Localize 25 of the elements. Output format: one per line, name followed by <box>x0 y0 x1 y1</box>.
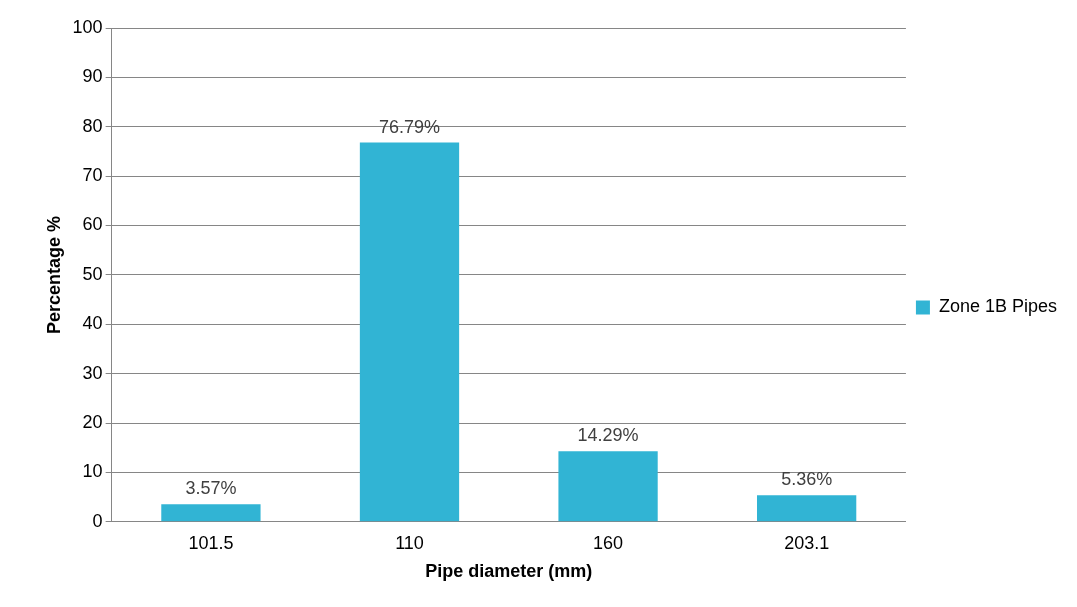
y-tick-label: 90 <box>82 66 103 87</box>
x-tick-label: 110 <box>395 532 424 553</box>
bar <box>757 495 857 522</box>
y-tick-label: 10 <box>82 461 103 482</box>
y-axis-title: Percentage % <box>43 215 64 334</box>
y-tick-label: 0 <box>92 510 103 531</box>
y-tick-label: 70 <box>82 165 103 186</box>
data-label: 5.36% <box>781 469 833 490</box>
data-label: 14.29% <box>577 425 639 446</box>
x-tick-label: 160 <box>593 532 624 553</box>
x-tick-label: 203.1 <box>784 532 830 553</box>
bar <box>161 504 261 522</box>
y-tick-label: 40 <box>82 313 103 334</box>
y-tick-label: 60 <box>82 214 103 235</box>
y-tick-label: 30 <box>82 362 103 383</box>
legend-label: Zone 1B Pipes <box>938 296 1058 317</box>
data-label: 3.57% <box>185 478 237 499</box>
y-tick-label: 80 <box>82 115 103 136</box>
x-axis-title: Pipe diameter (mm) <box>425 561 593 582</box>
y-tick-label: 100 <box>72 16 103 37</box>
bar <box>558 451 658 522</box>
y-tick-label: 50 <box>82 263 103 284</box>
y-tick-label: 20 <box>82 412 103 433</box>
x-tick-label: 101.5 <box>188 532 234 553</box>
bar <box>359 142 460 522</box>
